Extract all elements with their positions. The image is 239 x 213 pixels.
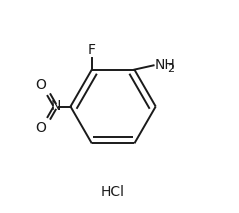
Text: N: N	[50, 99, 61, 114]
Text: HCl: HCl	[101, 185, 125, 199]
Text: O: O	[36, 121, 47, 135]
Text: NH: NH	[155, 58, 175, 72]
Text: O: O	[36, 78, 47, 92]
Text: 2: 2	[168, 63, 174, 73]
Text: F: F	[88, 43, 96, 57]
